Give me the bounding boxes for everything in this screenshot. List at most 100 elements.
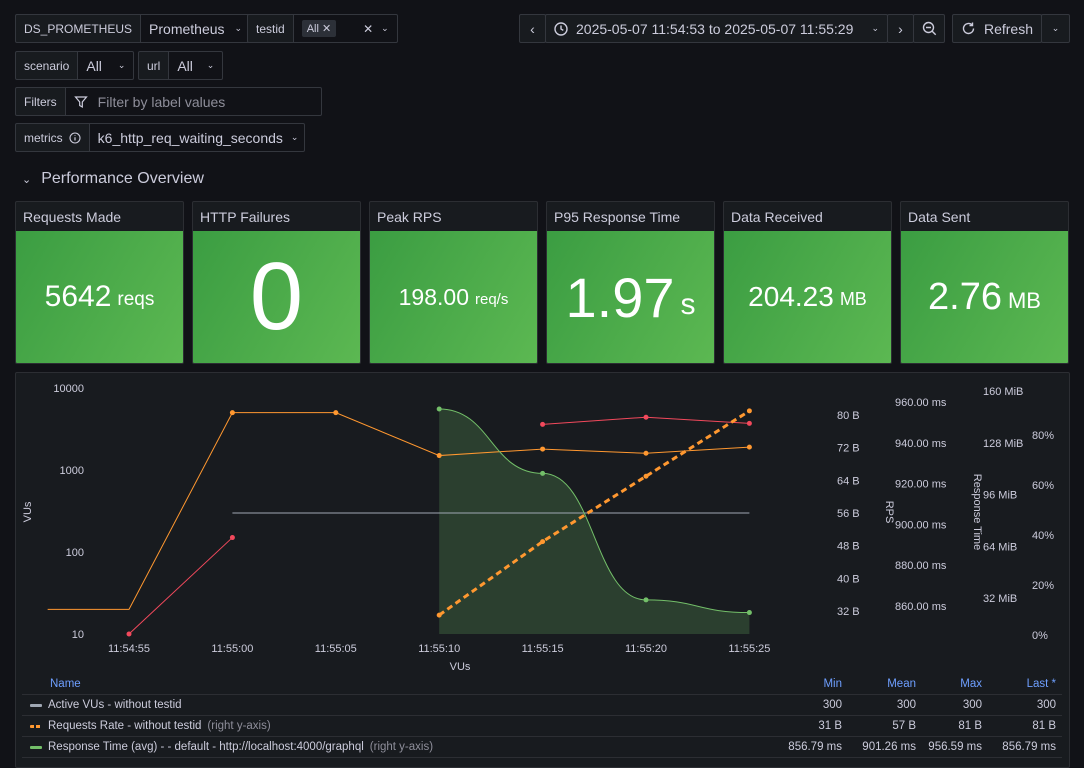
stat-peak-rps[interactable]: Peak RPS 198.00 req/s	[369, 201, 538, 364]
rps-tick-label: 900.00 ms	[895, 519, 947, 531]
testid-variable[interactable]: testid All ✕ ✕ ⌄	[247, 14, 398, 43]
legend-row[interactable]: Response Time (avg) - - default - http:/…	[22, 737, 1062, 758]
zoom-out-button[interactable]	[913, 14, 945, 43]
legend-row[interactable]: Requests Rate - without testid (right y-…	[22, 716, 1062, 737]
legend-col-last[interactable]: Last *	[1026, 678, 1056, 690]
requests-rate-point	[746, 408, 752, 414]
stat-requests-made[interactable]: Requests Made 5642 reqs	[15, 201, 184, 364]
zoom-out-icon	[922, 21, 936, 36]
legend-mean: 300	[896, 699, 916, 711]
legend-col-min[interactable]: Min	[823, 678, 842, 690]
stat-p95-response-time[interactable]: P95 Response Time 1.97 s	[546, 201, 715, 364]
ds-value: Prometheus	[149, 20, 225, 37]
mib-tick-label: 64 MiB	[983, 541, 1017, 553]
stat-body: 1.97 s	[547, 231, 714, 363]
url-select[interactable]: All ⌄	[169, 51, 224, 80]
x-tick-label: 11:55:05	[315, 643, 357, 655]
time-picker-button[interactable]: 2025-05-07 11:54:53 to 2025-05-07 11:55:…	[545, 14, 888, 43]
refresh-interval-button[interactable]: ⌄	[1041, 14, 1070, 43]
variable-label: Filters	[15, 87, 66, 116]
collapse-chevron-icon: ⌄	[22, 173, 32, 186]
response-time-point	[436, 406, 442, 412]
stat-value: 5642	[44, 280, 112, 313]
chevron-left-icon: ‹	[530, 20, 535, 37]
testid-select[interactable]: All ✕ ✕ ⌄	[293, 14, 398, 43]
stat-value: 198.00	[398, 283, 469, 310]
bytes-tick-label: 48 B	[837, 541, 860, 553]
response-time-area	[439, 408, 750, 634]
refresh-button[interactable]: Refresh	[952, 14, 1042, 43]
chevron-down-icon: ⌄	[290, 132, 299, 142]
scenario-select[interactable]: All ⌄	[78, 51, 135, 80]
stat-unit: MB	[839, 288, 867, 309]
stat-http-failures[interactable]: HTTP Failures 0	[192, 201, 361, 364]
ds-prometheus-variable[interactable]: DS_PROMETHEUS Prometheus ⌄	[15, 14, 252, 43]
url-variable[interactable]: url All ⌄	[138, 51, 224, 80]
legend-mean: 901.26 ms	[862, 741, 916, 753]
legend-col-mean[interactable]: Mean	[887, 678, 916, 690]
metrics-select[interactable]: k6_http_req_waiting_seconds ⌄	[89, 123, 305, 152]
filters-input[interactable]: Filter by label values	[65, 87, 322, 116]
chevron-down-icon: ⌄	[117, 60, 126, 70]
chevron-down-icon: ⌄	[234, 23, 243, 33]
clear-icon[interactable]: ✕	[363, 21, 374, 36]
rps-tick-label: 940.00 ms	[895, 438, 947, 450]
stat-data-received[interactable]: Data Received 204.23 MB	[723, 201, 892, 364]
response-time-point	[643, 597, 649, 603]
filters-variable[interactable]: Filters Filter by label values	[15, 87, 322, 116]
testid-chip[interactable]: All ✕	[301, 20, 337, 37]
legend-swatch	[30, 724, 42, 728]
legend-col-name[interactable]: Name	[50, 678, 81, 690]
refresh-icon	[962, 22, 975, 35]
legend-name-text: Response Time (avg) - - default - http:/…	[48, 741, 364, 753]
legend-last: 300	[1036, 699, 1056, 711]
bytes-tick-label: 64 B	[837, 475, 860, 487]
y-tick-label: 100	[66, 547, 84, 559]
legend-name-text: Active VUs - without testid	[48, 699, 182, 711]
variable-label: metrics	[24, 130, 63, 145]
legend-name: Response Time (avg) - - default - http:/…	[22, 741, 782, 753]
response-time-point	[540, 470, 546, 476]
row-performance-overview[interactable]: ⌄ Performance Overview	[22, 170, 204, 188]
legend-col-max[interactable]: Max	[960, 678, 982, 690]
scenario-value: All	[86, 57, 102, 74]
legend-row[interactable]: Active VUs - without testid 300 300 300 …	[22, 695, 1062, 716]
scenario-variable[interactable]: scenario All ⌄	[15, 51, 135, 80]
pct-tick-label: 80%	[1032, 430, 1054, 442]
chevron-down-icon: ⌄	[381, 23, 389, 33]
chevron-down-icon: ⌄	[871, 23, 879, 33]
requests-rate-point	[540, 539, 546, 545]
chevron-down-icon: ⌄	[206, 60, 215, 70]
stat-title: Data Sent	[908, 209, 971, 225]
y-tick-label: 1000	[60, 465, 84, 477]
stat-body: 198.00 req/s	[370, 231, 537, 363]
chip-remove-icon[interactable]: ✕	[321, 23, 332, 35]
timeseries-panel[interactable]	[15, 372, 1070, 768]
x-tick-label: 11:55:20	[625, 643, 667, 655]
ram-point	[436, 453, 442, 459]
metrics-variable[interactable]: metrics k6_http_req_waiting_seconds ⌄	[15, 123, 305, 152]
chevron-right-icon: ›	[898, 20, 903, 37]
url-value: All	[177, 57, 193, 74]
x-tick-label: 11:55:10	[418, 643, 460, 655]
legend-name-text: Requests Rate - without testid	[48, 720, 202, 732]
x-tick-label: 11:55:00	[211, 643, 253, 655]
stat-body: 5642 reqs	[16, 231, 183, 363]
stat-unit: reqs	[117, 289, 155, 310]
legend-header: Name Min Mean Max Last *	[22, 674, 1062, 695]
bytes-tick-label: 80 B	[837, 410, 860, 422]
stat-value: 204.23	[748, 281, 834, 312]
legend-name: Active VUs - without testid	[22, 699, 782, 711]
stat-title: P95 Response Time	[554, 209, 681, 225]
info-icon[interactable]	[69, 131, 81, 144]
ds-select[interactable]: Prometheus ⌄	[141, 14, 252, 43]
stat-body: 0	[193, 231, 360, 363]
cpu-point	[229, 535, 235, 541]
legend-mean: 57 B	[892, 720, 916, 732]
chevron-down-icon: ⌄	[1051, 23, 1060, 33]
stat-data-sent[interactable]: Data Sent 2.76 MB	[900, 201, 1069, 364]
legend-min: 300	[822, 699, 842, 711]
time-back-button[interactable]: ‹	[519, 14, 546, 43]
stat-value: 0	[249, 243, 304, 350]
